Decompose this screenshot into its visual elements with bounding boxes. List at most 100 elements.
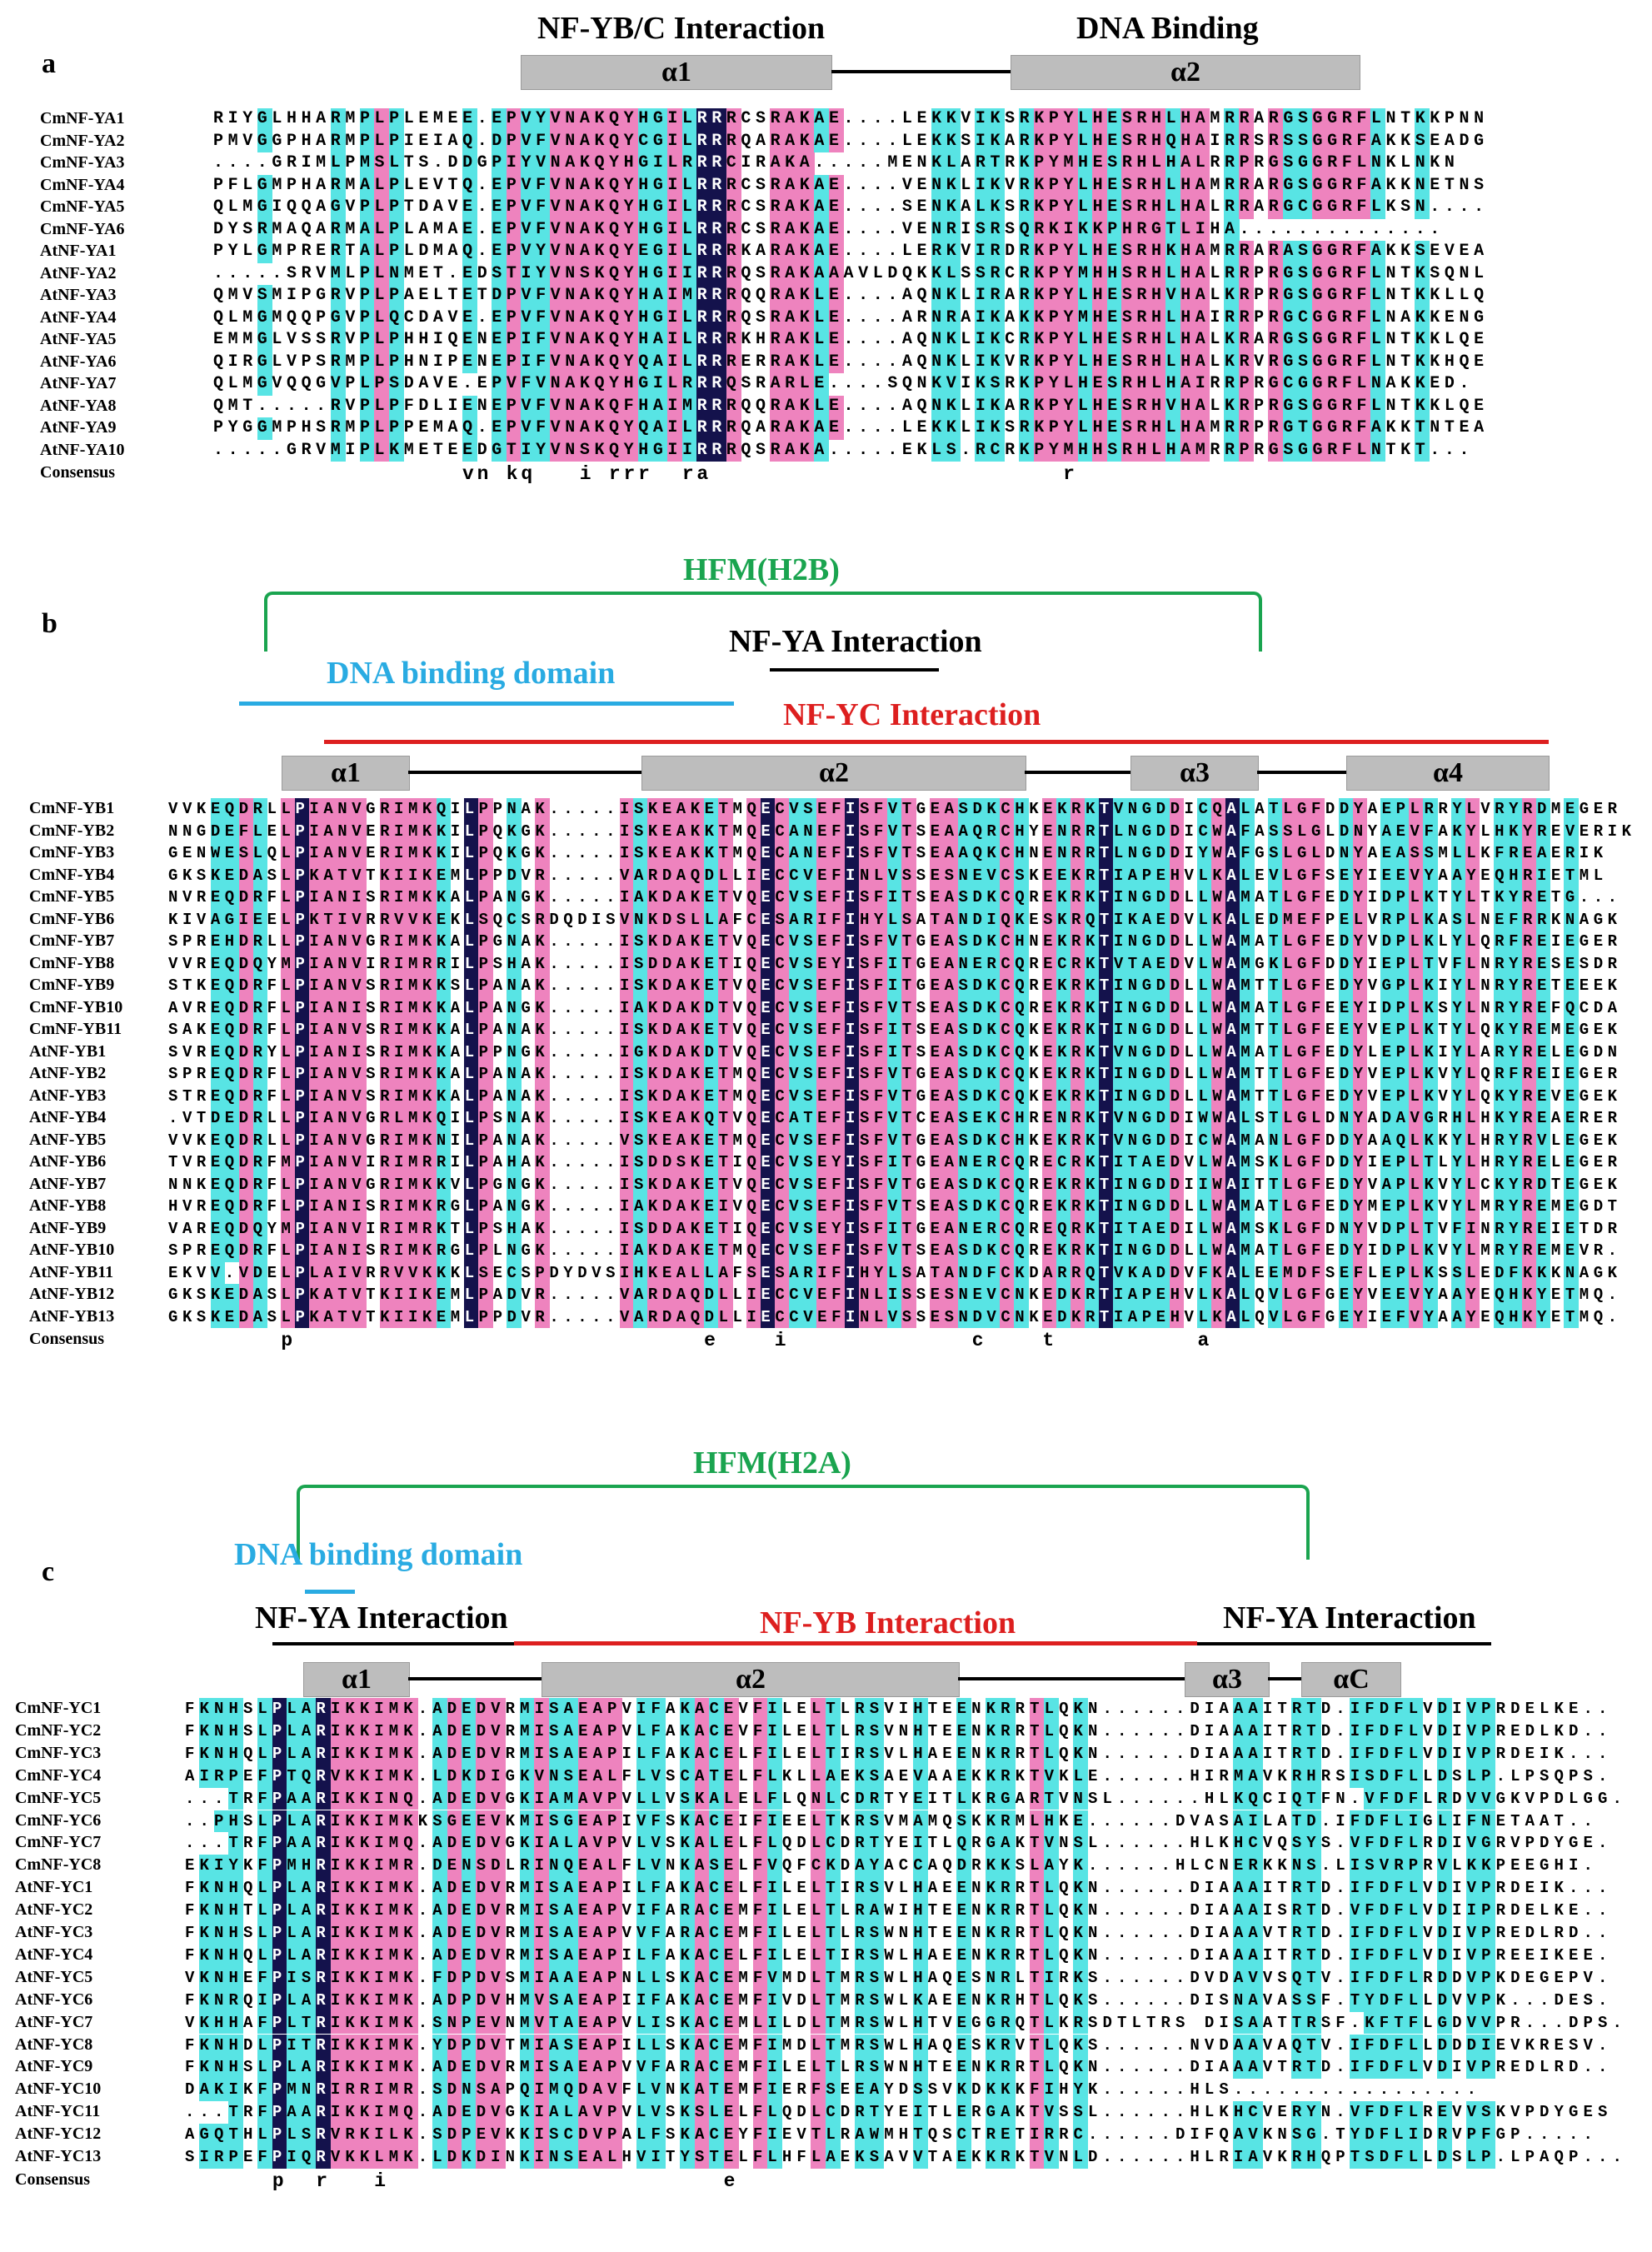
- residue-highlight: [1224, 197, 1240, 219]
- sequence-name: AtNF-YC7: [15, 2012, 93, 2031]
- residue-highlight: [696, 152, 712, 175]
- sequence-name: CmNF-YA3: [40, 153, 125, 172]
- sequence-row: VKHHAFPLTRIKKIMK.SNPEVNMVTAEAPVLISKACEML…: [185, 2013, 1627, 2032]
- residue-highlight: [946, 108, 961, 131]
- residue-highlight: [784, 174, 801, 197]
- residue-highlight: [667, 262, 683, 285]
- residue-highlight: [1150, 197, 1166, 219]
- sequence-name: CmNF-YC4: [15, 1765, 102, 1785]
- residue-highlight: [667, 241, 683, 263]
- residue-highlight: [550, 108, 566, 131]
- sequence-name: CmNF-YC3: [15, 1743, 102, 1762]
- residue-highlight: [1048, 241, 1064, 263]
- residue-highlight: [462, 108, 478, 131]
- residue-highlight: [975, 174, 991, 197]
- residue-highlight: [770, 174, 786, 197]
- residue-highlight: [1239, 130, 1255, 152]
- sequence-name: AtNF-YB6: [29, 1152, 107, 1171]
- residue-highlight: [389, 152, 405, 175]
- residue-highlight: [1106, 197, 1122, 219]
- consensus-sequence: vn kq i rrr ra r: [213, 463, 1078, 485]
- residue-highlight: [506, 241, 522, 263]
- residue-highlight: [389, 130, 405, 152]
- residue-highlight: [931, 152, 946, 175]
- residue-highlight: [374, 262, 390, 285]
- residue-highlight: [1121, 218, 1137, 241]
- residue-highlight: [1224, 241, 1240, 263]
- residue-highlight: [652, 241, 668, 263]
- sequence-name: CmNF-YB3: [29, 843, 115, 861]
- residue-highlight: [799, 197, 815, 219]
- sequence-row: PFLGMPHARMALPLEVTQ.EPVFVNAKQYHGILRRRCSRA…: [213, 175, 1489, 195]
- residue-highlight: [828, 241, 844, 263]
- residue-highlight: [1370, 130, 1386, 152]
- sequence-row: VKNHEFPISRIKKIMK.FDPDVSMIAAEAPNLLSKACEMF…: [185, 1968, 1613, 1987]
- residue-highlight: [330, 174, 346, 197]
- residue-highlight: [711, 218, 727, 241]
- residue-highlight: [1311, 197, 1328, 219]
- residue-highlight: [1355, 174, 1371, 197]
- sequence-name: CmNF-YC5: [15, 1788, 102, 1807]
- residue-highlight: [726, 174, 741, 197]
- residue-highlight: [1195, 130, 1210, 152]
- residue-highlight: [814, 197, 830, 219]
- sequence-row: PYLGMPRERTALPLDMAQ.EPVYVNAKQYEGILRRRKARA…: [213, 242, 1489, 261]
- sequence-name: AtNF-YB3: [29, 1086, 107, 1105]
- residue-highlight: [1326, 108, 1342, 131]
- residue-highlight: [784, 241, 801, 263]
- residue-highlight: [1106, 152, 1122, 175]
- residue-highlight: [521, 218, 537, 241]
- residue-highlight: [638, 130, 654, 152]
- residue-highlight: [1150, 174, 1166, 197]
- sequence-row: ..PHSLPLARIKKIMKKSGEEVKMISGEAPIVFSKACEIF…: [185, 1811, 1598, 1830]
- residue-highlight: [462, 174, 478, 197]
- residue-highlight: [389, 197, 405, 219]
- panel-b: b HFM(H2B) NF-YA Interaction DNA binding…: [0, 533, 1652, 1433]
- residue-highlight: [814, 241, 830, 263]
- sequence-name: AtNF-YA1: [40, 242, 117, 260]
- residue-highlight: [828, 218, 844, 241]
- residue-highlight: [667, 218, 683, 241]
- residue-highlight: [1415, 174, 1430, 197]
- residue-highlight: [608, 197, 624, 219]
- residue-highlight: [330, 108, 346, 131]
- residue-highlight: [594, 108, 610, 131]
- residue-highlight: [1341, 108, 1357, 131]
- residue-highlight: [1370, 108, 1386, 131]
- residue-highlight: [784, 218, 801, 241]
- sequence-name: AtNF-YB5: [29, 1130, 107, 1149]
- residue-highlight: [726, 218, 741, 241]
- residue-highlight: [550, 218, 566, 241]
- residue-highlight: [1063, 152, 1079, 175]
- residue-highlight: [565, 130, 581, 152]
- residue-highlight: [374, 174, 390, 197]
- residue-highlight: [975, 130, 991, 152]
- sequence-row: FKNHQLPLARIKKIMK.ADEDVRMISAEAPILFAKACELF…: [185, 1879, 1613, 1898]
- residue-highlight: [492, 197, 507, 219]
- sequence-row: FKNHQLPLARIKKIMK.ADEDVRMISAEAPILFAKACELF…: [185, 1945, 1613, 1965]
- residue-highlight: [814, 130, 830, 152]
- residue-highlight: [462, 241, 478, 263]
- residue-highlight: [1106, 174, 1122, 197]
- sequence-row: ...TRFPAARIKKIMQ.ADEDVGKIALAVPVLVSKSLELF…: [185, 2103, 1613, 2122]
- residue-highlight: [535, 218, 551, 241]
- sequence-name: AtNF-YB9: [29, 1218, 107, 1237]
- residue-highlight: [946, 218, 961, 241]
- residue-highlight: [799, 241, 815, 263]
- residue-highlight: [550, 174, 566, 197]
- residue-highlight: [1106, 108, 1122, 131]
- residue-highlight: [1180, 218, 1195, 241]
- residue-highlight: [814, 108, 830, 131]
- residue-highlight: [535, 241, 551, 263]
- residue-highlight: [492, 174, 507, 197]
- sequence-row: STKEQDRFLPIANVSRIMKKSLPANAK.....ISKDAKET…: [168, 976, 1622, 995]
- residue-highlight: [931, 218, 946, 241]
- sequence-name: CmNF-YA4: [40, 175, 125, 194]
- sequence-row: DAKIKFPMNRIRRIMR.SDNSAPQIMQDAVFLVNKATEMF…: [185, 2080, 1482, 2100]
- sequence-name: CmNF-YB8: [29, 953, 115, 972]
- residue-highlight: [330, 262, 346, 285]
- residue-highlight: [623, 108, 639, 131]
- residue-highlight: [550, 262, 566, 285]
- residue-highlight: [1150, 241, 1166, 263]
- residue-highlight: [579, 152, 595, 175]
